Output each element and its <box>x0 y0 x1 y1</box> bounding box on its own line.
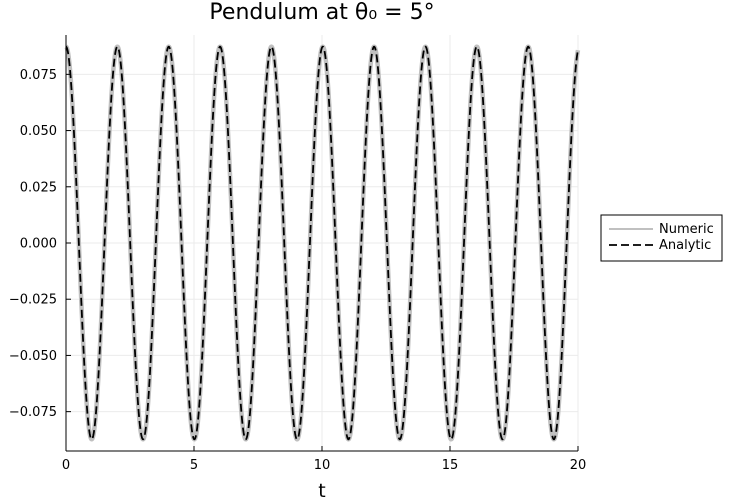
legend: Numeric Analytic <box>600 214 723 262</box>
chart-title: Pendulum at θ₀ = 5° <box>209 0 434 25</box>
x-tick-label: 20 <box>570 458 587 473</box>
legend-label-numeric: Numeric <box>659 222 714 237</box>
x-ticks: 0 5 10 15 20 <box>62 446 586 473</box>
x-axis-label: t <box>318 480 325 499</box>
y-tick-label: 0.075 <box>20 68 57 83</box>
y-ticks: 0.075 0.050 0.025 0.000 −0.025 −0.050 −0.075 <box>9 68 71 420</box>
y-tick-label: 0.025 <box>20 180 57 195</box>
y-tick-label: 0.000 <box>20 237 57 252</box>
series-line-analytic <box>65 45 579 441</box>
x-tick-label: 15 <box>442 458 459 473</box>
y-tick-label: −0.075 <box>9 405 57 420</box>
legend-label-analytic: Analytic <box>659 238 711 253</box>
series-analytic <box>65 45 579 441</box>
x-tick-label: 10 <box>314 458 331 473</box>
legend-box <box>600 214 723 262</box>
y-tick-label: −0.050 <box>9 349 57 364</box>
x-tick-label: 0 <box>62 458 70 473</box>
y-tick-label: −0.025 <box>9 293 57 308</box>
x-tick-label: 5 <box>190 458 198 473</box>
y-tick-label: 0.050 <box>20 124 57 139</box>
